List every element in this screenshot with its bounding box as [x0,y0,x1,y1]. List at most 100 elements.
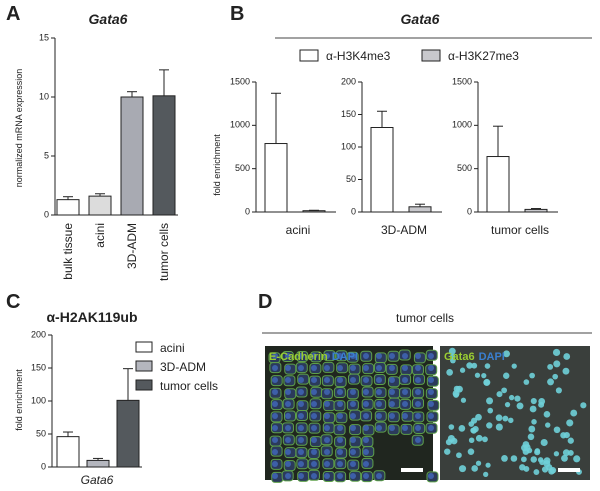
nucleus [467,448,475,455]
nucleus [530,397,537,405]
y-tick-label: 0 [44,209,49,219]
nucleus [389,413,395,419]
x-tick-label: Gata6 [81,473,114,487]
nucleus [402,365,408,371]
nucleus [448,424,455,430]
nucleus [337,353,343,359]
nucleus [337,437,343,443]
nucleus [337,401,343,407]
legend-label: α-H3K27me3 [448,49,519,63]
nucleus [311,473,317,479]
nucleus [298,437,304,443]
y-tick-label: 50 [36,428,46,438]
nucleus [363,449,369,455]
nucleus [272,377,278,383]
nucleus [484,363,491,369]
chart-title: Gata6 [401,11,440,27]
y-tick-label: 200 [341,76,356,86]
x-tick-label: tumor cells [491,223,549,237]
panel-label: C [6,291,20,313]
nucleus [350,449,356,455]
image-label-part: E-Cadherin [269,351,328,363]
legend-swatch [299,49,319,62]
nucleus [285,353,291,359]
nucleus [553,360,561,368]
nucleus [350,377,356,383]
bar [116,399,140,468]
nucleus [298,401,304,407]
nucleus [298,377,304,383]
x-tick-label: 3D-ADM [125,223,139,269]
nucleus [324,449,330,455]
nucleus [272,401,278,407]
nucleus [567,437,574,444]
nucleus [446,369,454,376]
bar [264,143,288,213]
nucleus [376,473,382,479]
nucleus [415,353,421,359]
nucleus [573,455,581,463]
image-label-part: DAPI [332,351,358,363]
nucleus [475,413,482,421]
nucleus [298,461,304,467]
nucleus [350,353,356,359]
nucleus [534,449,541,456]
nucleus [350,401,356,407]
nucleus [402,413,408,419]
nucleus [545,422,551,428]
y-tick-label: 1000 [452,120,472,130]
nucleus [272,365,278,371]
nucleus [503,372,510,379]
nucleus [546,464,553,471]
nucleus [363,473,369,479]
nucleus [376,353,382,359]
panel-label: A [6,3,20,25]
nucleus [560,432,567,439]
nucleus [415,425,421,431]
nucleus [552,348,561,357]
panel-label: D [258,291,272,313]
nucleus [272,413,278,419]
nucleus [562,449,570,457]
nucleus [448,347,456,355]
nucleus [363,437,369,443]
nucleus [363,461,369,467]
nucleus [389,353,395,359]
nucleus [324,389,330,395]
nucleus [324,437,330,443]
bar [56,436,80,468]
nucleus [458,465,467,473]
nucleus [475,460,482,466]
scale-bar [558,468,580,472]
nucleus [547,363,554,370]
bar [302,210,326,213]
nucleus [311,365,317,371]
nucleus [285,473,291,479]
nucleus [487,407,494,414]
nucleus [389,365,395,371]
y-tick-label: 100 [31,395,46,405]
nucleus [502,415,509,422]
chart-title: Gata6 [89,11,128,27]
nucleus [471,362,478,369]
nucleus [350,461,356,467]
nucleus [337,365,343,371]
nucleus [415,401,421,407]
nucleus [501,455,508,462]
nucleus [324,401,330,407]
nucleus [285,425,291,431]
nucleus [376,389,382,395]
nucleus [363,401,369,407]
nucleus [428,473,434,479]
nucleus [543,411,551,418]
nucleus [475,434,483,442]
nucleus [486,422,493,429]
nucleus [285,413,291,419]
scale-bar [401,468,423,472]
bar [408,206,432,213]
nucleus [547,378,554,386]
nucleus [428,413,434,419]
nucleus [298,413,304,419]
nucleus [324,425,330,431]
